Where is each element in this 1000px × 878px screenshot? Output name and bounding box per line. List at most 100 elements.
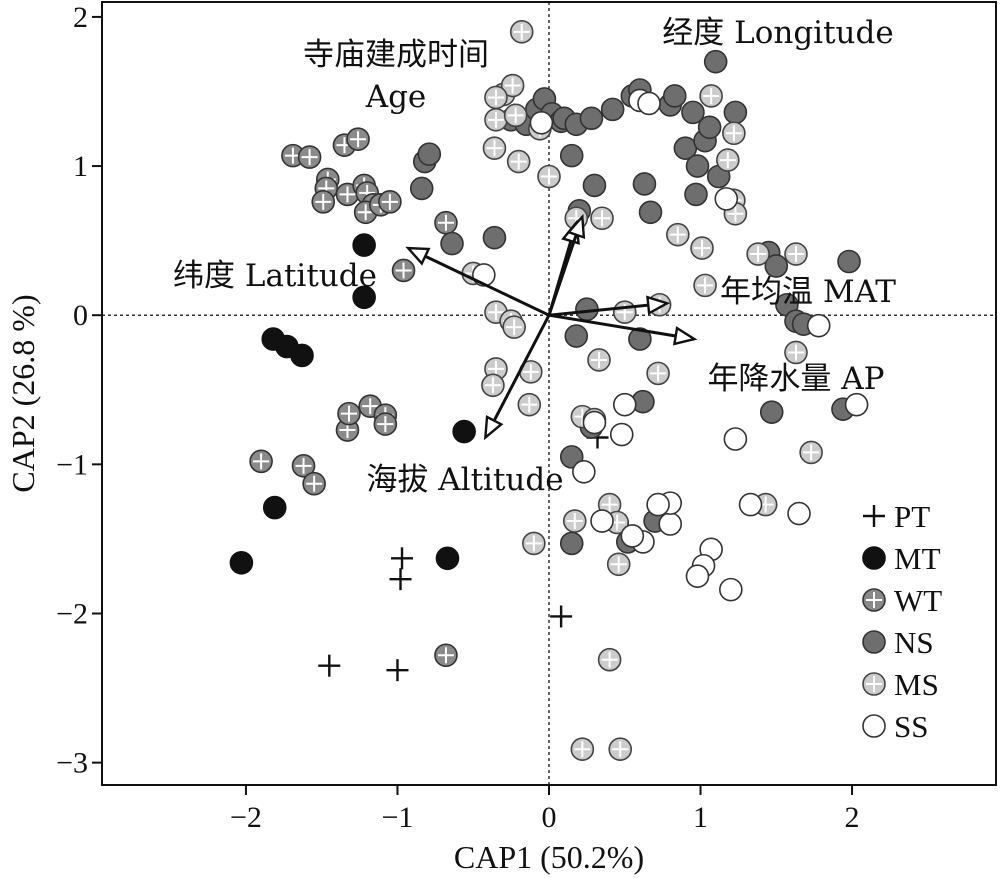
point-ms [646, 361, 670, 386]
point-ns [600, 97, 625, 122]
point-ms [562, 509, 587, 533]
point-ss [582, 410, 607, 435]
vector-arrowhead [566, 213, 586, 240]
marker-circle [352, 233, 376, 257]
point-mt [229, 550, 254, 575]
point-wt [391, 258, 416, 283]
point-ss [738, 492, 763, 517]
y-tick-label: 2 [73, 1, 88, 34]
point-ss [723, 427, 748, 451]
point-ms [690, 236, 714, 260]
point-ns [837, 249, 861, 274]
marker-circle [262, 495, 287, 520]
y-tick-label: −3 [56, 747, 88, 780]
vector-label: 年降水量 AP [707, 361, 884, 397]
marker-circle [638, 200, 663, 225]
point-ns [482, 225, 507, 250]
point-mt [262, 495, 287, 520]
point-ns [685, 154, 710, 178]
marker-circle [452, 419, 476, 444]
legend-label-ms: MS [894, 667, 939, 702]
point-mt [352, 285, 376, 310]
marker-circle [440, 231, 464, 256]
vector-label: 海拔 Altitude [366, 462, 563, 498]
point-ns [632, 172, 657, 196]
point-ss [714, 187, 739, 211]
point-ms [612, 300, 637, 325]
vector-label: Age [365, 79, 427, 115]
point-ms [537, 164, 561, 189]
point-ss [658, 512, 683, 536]
legend-label-ss: SS [894, 709, 928, 744]
legend-label-pt: PT [894, 499, 930, 534]
marker-circle [646, 492, 670, 517]
legend-label-ns: NS [894, 625, 934, 660]
point-ms [506, 149, 531, 174]
marker-circle [632, 172, 657, 196]
vector-arrowhead [405, 246, 431, 266]
point-ss [620, 524, 645, 548]
point-ms [517, 392, 542, 417]
marker-circle [409, 176, 434, 201]
point-pt [389, 568, 412, 591]
point-wt [291, 454, 316, 478]
legend-label-mt: MT [894, 541, 941, 576]
marker-circle [600, 97, 625, 122]
marker-circle [572, 459, 596, 484]
point-ms [503, 103, 528, 128]
marker-circle [759, 400, 784, 424]
point-ms [484, 357, 508, 381]
marker-circle [609, 422, 634, 447]
marker-circle [582, 173, 607, 198]
point-ns [638, 200, 663, 225]
point-mt [435, 546, 460, 571]
point-ss [844, 392, 869, 417]
legend-marker-wt [862, 588, 886, 612]
marker-circle [837, 249, 861, 274]
point-ms [587, 348, 611, 372]
marker-circle [685, 154, 710, 178]
marker-circle [703, 49, 728, 74]
point-ms [746, 242, 770, 266]
point-wt [434, 210, 458, 235]
vector-arrowhead [672, 326, 698, 346]
point-ms [784, 242, 808, 266]
marker-circle [582, 410, 607, 435]
marker-circle [590, 509, 614, 533]
point-ns [697, 115, 722, 140]
y-tick-label: 0 [73, 299, 88, 332]
marker-circle [719, 577, 743, 602]
marker-circle [290, 343, 314, 368]
point-ms [722, 121, 746, 146]
marker-circle [723, 100, 748, 125]
point-mt [290, 343, 314, 368]
point-pt [391, 547, 414, 570]
point-wt [281, 143, 305, 168]
marker-circle [844, 392, 869, 417]
point-ns [684, 182, 708, 207]
point-ns [440, 231, 464, 256]
legend: PT MT WT NS MS SS [862, 499, 942, 744]
point-ns [628, 327, 652, 351]
point-ms [509, 20, 534, 44]
marker-circle [352, 285, 376, 310]
marker-circle [417, 142, 442, 166]
marker-circle [529, 111, 554, 135]
point-pt [386, 659, 409, 682]
marker-circle [806, 313, 831, 338]
marker-circle [681, 100, 705, 125]
vector-line [424, 254, 550, 317]
marker-circle [628, 327, 652, 351]
legend-marker-mt [862, 546, 886, 570]
point-ns [417, 142, 442, 166]
marker-circle [764, 254, 789, 278]
x-tick-label: −1 [382, 801, 414, 834]
point-pt [318, 654, 341, 677]
marker-circle [620, 524, 645, 548]
marker-circle [684, 182, 708, 207]
vector-arrowhead [646, 295, 671, 316]
marker-circle [435, 546, 460, 571]
point-wt [311, 190, 336, 214]
marker-circle [482, 225, 507, 250]
